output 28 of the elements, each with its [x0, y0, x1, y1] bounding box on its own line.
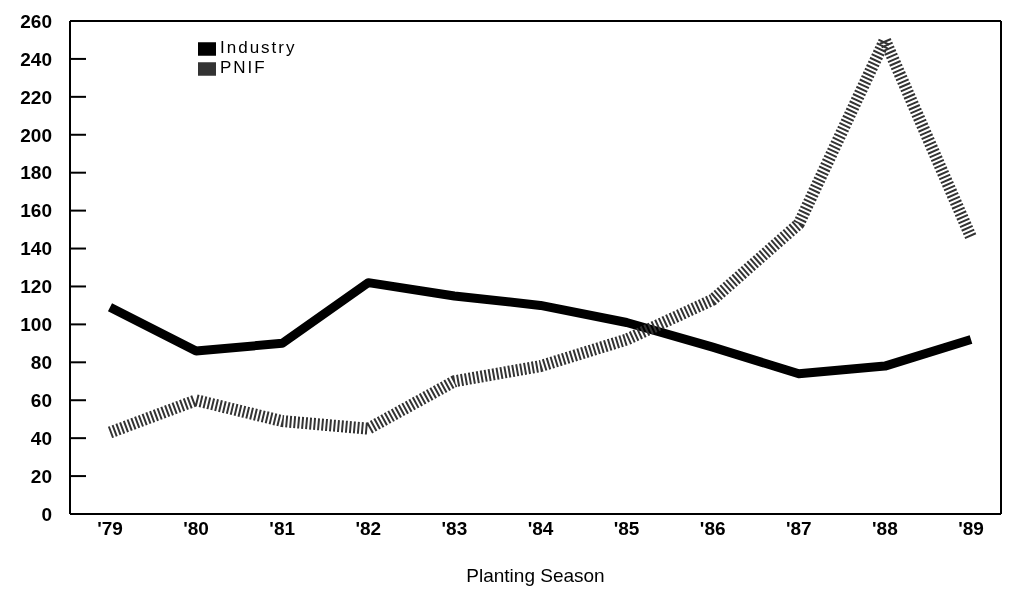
- x-tick-label: '81: [269, 518, 296, 540]
- x-tick-label: '82: [355, 518, 382, 540]
- x-tick-label: '83: [441, 518, 468, 540]
- y-tick-label: 20: [30, 465, 52, 487]
- x-tick-label: '79: [97, 518, 123, 540]
- x-tick-label: '85: [613, 518, 640, 540]
- legend-label: PNIF: [220, 58, 267, 77]
- y-tick-label: 40: [30, 427, 52, 449]
- x-tick-label: '80: [183, 518, 209, 540]
- y-tick-label: 60: [30, 389, 52, 411]
- x-tick-label: '87: [785, 518, 812, 540]
- x-tick-label: '88: [872, 518, 898, 540]
- legend-label: Industry: [220, 38, 297, 57]
- y-tick-label: 80: [30, 352, 52, 374]
- y-tick-label: 120: [20, 276, 52, 298]
- x-tick-label: '86: [699, 518, 726, 540]
- y-tick-label: 160: [20, 200, 52, 222]
- y-tick-label: 220: [20, 86, 52, 108]
- y-tick-label: 260: [20, 10, 52, 32]
- y-tick-label: 140: [20, 238, 52, 260]
- x-tick-label: '84: [527, 518, 554, 540]
- x-tick-label: '89: [958, 518, 984, 540]
- x-axis-title: Planting Season: [466, 565, 605, 586]
- y-tick-label: 200: [20, 124, 52, 146]
- y-tick-label: 0: [41, 503, 52, 525]
- y-tick-label: 180: [20, 162, 52, 184]
- y-tick-label: 100: [20, 314, 52, 336]
- y-tick-label: 240: [20, 48, 52, 70]
